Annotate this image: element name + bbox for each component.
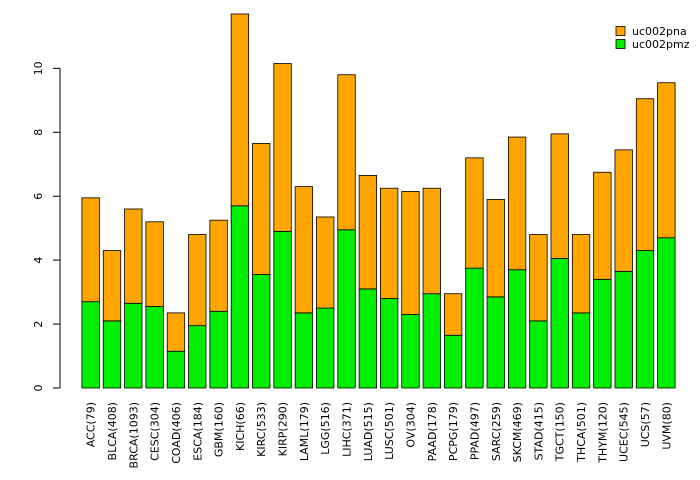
x-category-label: KIRC(533): [255, 402, 268, 457]
legend-swatch-uc002pmz: [615, 39, 626, 49]
bar-uc002pmz-16: [422, 293, 441, 389]
x-category-label: KICH(66): [234, 402, 247, 451]
bar-uc002pmz-12: [337, 229, 356, 389]
x-category-label: THCA(501): [575, 402, 588, 463]
bar-uc002pna-12: [337, 74, 356, 231]
bar-uc002pmz-26: [635, 250, 655, 389]
y-tick-label: 0: [32, 385, 45, 392]
y-axis: 0 2 4 6 8 10: [32, 61, 61, 392]
x-category-label: COAD(406): [170, 402, 183, 464]
bar-uc002pmz-20: [507, 269, 527, 389]
bar-uc002pna-22: [550, 133, 569, 259]
y-tick-label: 6: [32, 193, 45, 200]
bar-uc002pna-13: [358, 175, 377, 290]
bar-uc002pmz-4: [166, 350, 186, 389]
bar-uc002pmz-10: [294, 312, 314, 389]
x-category-label: BLCA(408): [106, 402, 119, 460]
bar-uc002pmz-5: [188, 325, 207, 389]
bar-uc002pna-27: [657, 82, 676, 239]
bar-uc002pmz-0: [81, 301, 100, 389]
x-category-label: PCPG(179): [447, 402, 460, 461]
bar-uc002pmz-25: [614, 270, 633, 389]
bar-uc002pmz-15: [401, 314, 420, 389]
bar-uc002pna-14: [380, 187, 399, 299]
bar-uc002pmz-7: [230, 205, 250, 389]
x-category-label: UCS(57): [639, 402, 652, 447]
bar-uc002pna-23: [571, 234, 591, 314]
bar-uc002pna-0: [81, 197, 100, 303]
y-tick-label: 10: [32, 61, 45, 75]
x-category-label: PPAD(497): [468, 402, 481, 460]
bar-uc002pna-2: [124, 208, 143, 304]
bar-uc002pna-19: [486, 198, 505, 298]
bar-uc002pna-18: [465, 157, 484, 269]
bar-uc002pmz-23: [571, 312, 591, 389]
bar-uc002pmz-9: [273, 230, 292, 389]
bars: [81, 13, 676, 389]
bar-uc002pmz-13: [358, 288, 377, 389]
bar-uc002pna-11: [316, 216, 335, 309]
bar-uc002pna-5: [188, 234, 207, 327]
y-tick-label: 4: [32, 257, 45, 264]
x-category-label: SKCM(469): [511, 402, 524, 462]
bar-uc002pmz-22: [550, 258, 569, 389]
x-category-label: UCEC(545): [618, 402, 631, 462]
x-category-label: LUSC(501): [383, 402, 396, 460]
bar-uc002pna-3: [145, 221, 164, 307]
x-category-label: LIHC(371): [341, 402, 354, 457]
bar-uc002pna-17: [443, 293, 463, 336]
legend-label-uc002pmz: uc002pmz: [632, 38, 690, 51]
bar-uc002pna-4: [166, 312, 186, 352]
x-category-label: THYM(120): [596, 402, 609, 464]
x-category-label: CESC(304): [149, 402, 162, 461]
x-axis-labels: ACC(79) BLCA(408) BRCA(1093) CESC(304) COAD(…: [85, 402, 674, 468]
x-category-label: GBM(160): [213, 402, 226, 457]
x-category-label: PAAD(178): [426, 402, 439, 461]
bar-uc002pmz-24: [593, 278, 612, 389]
bar-uc002pna-16: [422, 187, 441, 295]
x-category-label: ESCA(184): [191, 402, 204, 461]
bar-uc002pmz-3: [145, 306, 164, 389]
bar-uc002pna-1: [102, 250, 122, 322]
bar-uc002pmz-19: [486, 296, 505, 389]
bar-uc002pna-24: [593, 171, 612, 280]
bar-uc002pmz-6: [209, 310, 228, 389]
bar-uc002pmz-18: [465, 267, 484, 389]
bar-uc002pmz-11: [316, 307, 335, 389]
y-tick-label: 8: [32, 129, 45, 136]
bar-uc002pna-15: [401, 191, 420, 315]
bar-uc002pmz-17: [443, 334, 463, 389]
bar-uc002pna-6: [209, 219, 228, 312]
x-category-label: TGCT(150): [554, 402, 567, 462]
x-category-label: UVM(80): [660, 402, 673, 450]
bar-uc002pmz-8: [252, 274, 271, 389]
x-category-label: LAML(179): [298, 402, 311, 461]
bar-uc002pna-7: [230, 13, 250, 207]
x-category-label: KIRP(290): [277, 402, 290, 456]
bar-uc002pna-21: [529, 234, 548, 322]
bar-uc002pna-10: [294, 186, 314, 314]
x-category-label: ACC(79): [85, 402, 98, 447]
bar-uc002pna-20: [507, 136, 527, 271]
bar-uc002pmz-1: [102, 320, 122, 389]
x-category-label: STAD(415): [532, 402, 545, 460]
x-category-label: BRCA(1093): [127, 402, 140, 468]
legend-swatch-uc002pna: [615, 26, 626, 36]
bar-uc002pna-26: [635, 98, 655, 251]
bar-uc002pmz-21: [529, 320, 548, 389]
y-tick-label: 2: [32, 321, 45, 328]
bar-uc002pna-25: [614, 149, 633, 272]
bar-uc002pmz-14: [380, 298, 399, 389]
bar-uc002pna-8: [252, 143, 271, 275]
x-category-label: LUAD(515): [362, 402, 375, 461]
x-category-label: SARC(259): [490, 402, 503, 461]
legend-label-uc002pna: uc002pna: [632, 25, 687, 38]
bar-uc002pmz-27: [657, 237, 676, 389]
bar-uc002pmz-2: [124, 302, 143, 389]
x-category-label: OV(304): [404, 402, 417, 448]
x-category-label: LGG(516): [319, 402, 332, 455]
bar-uc002pna-9: [273, 63, 292, 232]
